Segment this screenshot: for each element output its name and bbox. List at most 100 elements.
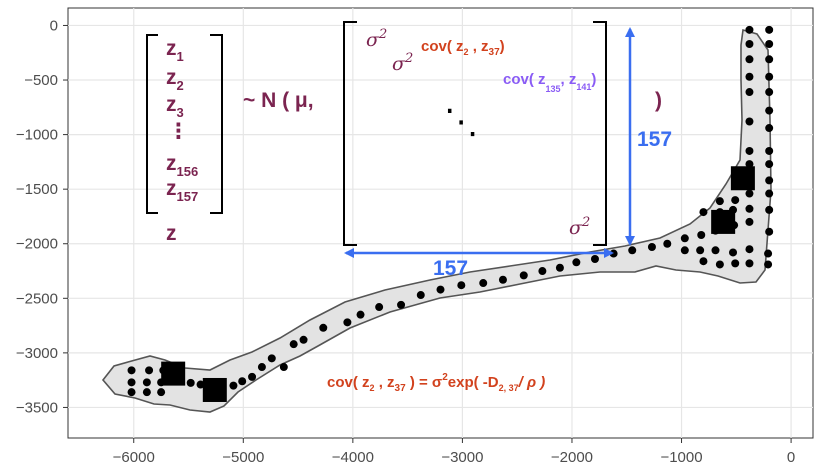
location-point bbox=[555, 263, 564, 272]
location-point bbox=[745, 72, 754, 81]
location-point bbox=[127, 388, 136, 397]
location-point bbox=[765, 55, 774, 64]
sigma2-second: σ2 bbox=[392, 51, 413, 75]
location-point bbox=[711, 246, 720, 255]
location-point bbox=[731, 196, 740, 205]
location-point bbox=[519, 271, 528, 280]
location-point bbox=[715, 260, 724, 269]
y-tick-label: −1000 bbox=[16, 127, 58, 144]
location-point bbox=[267, 354, 276, 363]
x-axis: −6000 −5000 −4000 −3000 −2000 −1000 0 bbox=[113, 438, 795, 466]
location-point bbox=[647, 243, 656, 252]
x-tick-label: −4000 bbox=[332, 449, 374, 466]
location-point bbox=[397, 300, 406, 309]
z2-label: z2 bbox=[166, 66, 184, 93]
location-point bbox=[127, 378, 136, 387]
location-point bbox=[765, 106, 774, 115]
location-point bbox=[299, 335, 308, 344]
matrix-right-bracket bbox=[593, 21, 607, 246]
location-point bbox=[765, 189, 774, 198]
location-point bbox=[343, 318, 352, 327]
vertical-dimension-label: 157 bbox=[637, 128, 672, 151]
location-point bbox=[745, 245, 754, 254]
location-point bbox=[479, 279, 488, 288]
location-point bbox=[628, 246, 637, 255]
diagonal-dots: ⋱ bbox=[444, 103, 478, 141]
location-point bbox=[765, 227, 774, 236]
location-point bbox=[680, 234, 689, 243]
horizontal-dimension-label: 157 bbox=[433, 257, 468, 280]
location-point bbox=[765, 205, 774, 214]
location-point bbox=[590, 255, 599, 264]
location-point bbox=[745, 55, 754, 64]
location-point bbox=[229, 381, 238, 390]
location-point bbox=[238, 377, 247, 386]
location-point bbox=[729, 248, 738, 257]
location-point bbox=[745, 40, 754, 49]
sigma2-bottom: σ2 bbox=[569, 215, 590, 239]
location-point bbox=[145, 366, 154, 375]
location-point bbox=[699, 257, 708, 266]
y-tick-label: 0 bbox=[50, 17, 58, 34]
y-tick-label: −3000 bbox=[16, 345, 58, 362]
location-point bbox=[157, 388, 166, 397]
location-point bbox=[663, 239, 672, 248]
location-point bbox=[765, 40, 774, 49]
location-point bbox=[764, 249, 773, 258]
z1-label: z1 bbox=[166, 37, 184, 64]
highlight-square bbox=[711, 209, 736, 234]
location-point bbox=[745, 88, 754, 97]
highlight-square bbox=[161, 361, 186, 386]
x-tick-label: 0 bbox=[787, 449, 795, 466]
location-point bbox=[765, 176, 774, 185]
location-point bbox=[715, 197, 724, 206]
x-tick-label: −3000 bbox=[441, 449, 483, 466]
location-point bbox=[319, 323, 328, 332]
location-point bbox=[680, 246, 689, 255]
y-tick-label: −2500 bbox=[16, 290, 58, 307]
location-point bbox=[142, 388, 151, 397]
covariance-formula: cov( z2 , z37 ) = σ2exp( -D2, 37/ ρ ) bbox=[327, 372, 545, 394]
highlighted-locations bbox=[161, 166, 755, 402]
location-point bbox=[279, 363, 288, 372]
x-tick-label: −2000 bbox=[551, 449, 593, 466]
y-axis: 0 −500 −1000 −1500 −2000 −2500 −3000 −3500 bbox=[16, 17, 68, 416]
location-point bbox=[356, 310, 365, 319]
location-point bbox=[248, 372, 257, 381]
location-point bbox=[745, 146, 754, 155]
highlight-square bbox=[202, 377, 227, 402]
location-point bbox=[745, 189, 754, 198]
location-point bbox=[257, 363, 266, 372]
z-vector-right-bracket bbox=[210, 34, 223, 214]
location-point bbox=[498, 275, 507, 284]
location-point bbox=[745, 25, 754, 34]
location-point bbox=[731, 259, 740, 268]
location-point bbox=[289, 340, 298, 349]
location-point bbox=[765, 88, 774, 97]
location-point bbox=[186, 378, 195, 387]
location-point bbox=[765, 72, 774, 81]
highlight-square bbox=[730, 166, 755, 191]
location-point bbox=[196, 380, 205, 389]
y-tick-label: −3500 bbox=[16, 399, 58, 416]
x-tick-label: −5000 bbox=[222, 449, 264, 466]
y-tick-label: −1500 bbox=[16, 181, 58, 198]
location-point bbox=[765, 25, 774, 34]
covariance-matrix: σ2 σ2 cov( z2 , z37) cov( z135, z141) ⋱ … bbox=[343, 21, 607, 246]
close-paren: ) bbox=[655, 89, 662, 112]
x-tick-label: −1000 bbox=[660, 449, 702, 466]
location-point bbox=[745, 204, 754, 213]
z-vector: z1 z2 z3 ⋮ z156 z157 z bbox=[146, 34, 223, 245]
location-point bbox=[765, 124, 774, 133]
location-point bbox=[764, 260, 773, 269]
location-point bbox=[436, 285, 445, 294]
vector-vdots: ⋮ bbox=[168, 120, 189, 143]
location-point bbox=[699, 208, 708, 217]
location-point bbox=[142, 378, 151, 387]
sigma2-top: σ2 bbox=[366, 27, 387, 51]
location-point bbox=[127, 366, 136, 375]
location-point bbox=[457, 281, 466, 290]
x-tick-label: −6000 bbox=[113, 449, 155, 466]
location-point bbox=[538, 267, 547, 276]
